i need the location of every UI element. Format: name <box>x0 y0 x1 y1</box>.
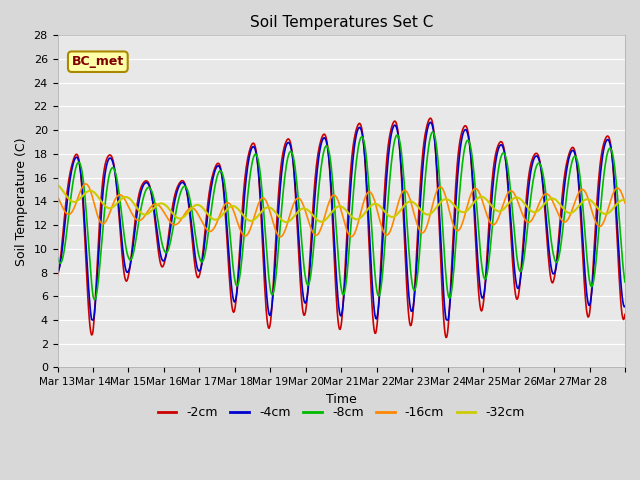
-32cm <box>253 215 260 220</box>
-8cm <box>253 154 261 159</box>
-2cm <box>442 335 450 340</box>
-4cm <box>401 220 408 226</box>
Y-axis label: Soil Temperature (C): Soil Temperature (C) <box>15 137 28 265</box>
-16cm <box>253 204 261 210</box>
-4cm <box>121 263 129 268</box>
-8cm <box>225 222 233 228</box>
Legend: -2cm, -4cm, -8cm, -16cm, -32cm: -2cm, -4cm, -8cm, -16cm, -32cm <box>153 401 530 424</box>
-32cm <box>433 204 440 210</box>
-16cm <box>225 200 233 206</box>
-8cm <box>621 279 629 285</box>
Line: -32cm: -32cm <box>58 185 625 222</box>
-4cm <box>621 303 629 309</box>
-32cm <box>225 205 232 211</box>
Title: Soil Temperatures Set C: Soil Temperatures Set C <box>250 15 433 30</box>
Line: -4cm: -4cm <box>58 122 625 320</box>
-2cm <box>274 199 282 204</box>
-16cm <box>433 188 441 193</box>
-4cm <box>275 205 283 211</box>
-8cm <box>433 148 441 154</box>
-16cm <box>121 197 129 203</box>
-2cm <box>433 161 440 167</box>
-32cm <box>401 203 408 208</box>
-8cm <box>401 184 408 190</box>
-2cm <box>253 151 260 157</box>
-4cm <box>253 157 261 163</box>
-32cm <box>274 213 282 218</box>
-2cm <box>427 115 435 121</box>
Text: BC_met: BC_met <box>72 55 124 68</box>
-4cm <box>427 120 435 125</box>
-32cm <box>54 182 61 188</box>
-16cm <box>54 194 61 200</box>
-8cm <box>275 241 283 247</box>
-16cm <box>82 181 90 187</box>
-32cm <box>621 198 629 204</box>
-8cm <box>91 297 99 302</box>
Line: -2cm: -2cm <box>58 118 625 337</box>
-8cm <box>429 129 436 135</box>
-32cm <box>120 194 128 200</box>
-2cm <box>621 312 629 317</box>
-2cm <box>225 261 232 266</box>
-4cm <box>88 317 96 323</box>
-16cm <box>275 233 283 239</box>
-2cm <box>400 221 408 227</box>
X-axis label: Time: Time <box>326 393 356 406</box>
-2cm <box>120 271 128 276</box>
-16cm <box>621 200 629 206</box>
-4cm <box>225 255 233 261</box>
-32cm <box>282 219 290 225</box>
-8cm <box>121 238 129 243</box>
-16cm <box>401 188 409 193</box>
-8cm <box>54 254 61 260</box>
-4cm <box>54 268 61 274</box>
-16cm <box>276 234 284 240</box>
Line: -16cm: -16cm <box>58 184 625 237</box>
-2cm <box>54 273 61 278</box>
Line: -8cm: -8cm <box>58 132 625 300</box>
-4cm <box>433 168 441 174</box>
